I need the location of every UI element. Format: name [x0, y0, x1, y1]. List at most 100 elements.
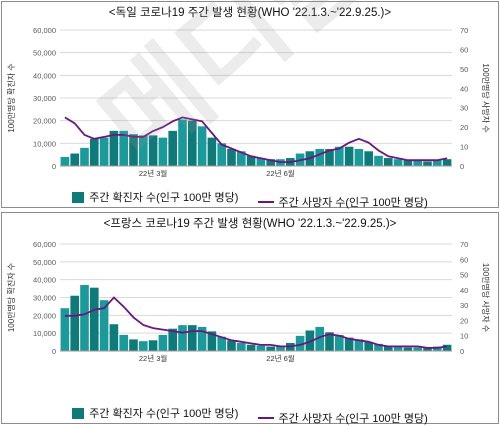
bar	[374, 343, 383, 351]
bar	[119, 334, 128, 351]
bar	[413, 347, 422, 351]
france-chart-title: <프랑스 코로나19 주간 발생 현황(WHO '22.1.3.~'22.9.2…	[103, 218, 397, 230]
bar	[442, 159, 452, 166]
legend-line-swatch	[257, 416, 274, 419]
bar	[129, 339, 138, 351]
y2-tick-label: 40	[460, 286, 468, 295]
y2-tick-label: 50	[460, 65, 468, 74]
bar	[325, 332, 334, 351]
y2-tick-label: 70	[460, 240, 468, 249]
bar	[80, 285, 89, 351]
bar	[364, 151, 373, 166]
bar	[413, 160, 422, 166]
y-axis-title: 100만명당 확진자 수	[6, 263, 16, 332]
bar	[354, 339, 364, 351]
bar	[256, 345, 266, 351]
y-tick-label: 40,000	[33, 276, 56, 285]
legend-confirmed: 주간 확진자 수(인구 100만 명당)	[72, 405, 238, 421]
bar	[109, 324, 119, 351]
legend-deaths-label: 주간 사망자 수(인구 100만 명당)	[278, 412, 428, 425]
y-axis-title: 100만명당 확진자 수	[6, 63, 16, 132]
bar	[442, 344, 452, 351]
bar	[423, 161, 432, 166]
y2-tick-label: 0	[460, 162, 464, 171]
germany-chart: 0 10,000 20,000 30,000 40,000 50,000 60,000 0 10…	[6, 26, 491, 178]
bar	[109, 130, 119, 166]
x-tick-label: 22년 3월	[139, 168, 167, 178]
y-tick-label: 20,000	[33, 117, 56, 126]
bar	[276, 346, 285, 351]
y-tick-label: 40,000	[33, 71, 56, 80]
legend-deaths: 주간 사망자 수(인구 100만 명당)	[257, 194, 428, 210]
deaths-line	[64, 296, 448, 349]
bar	[197, 126, 207, 166]
bar	[315, 326, 324, 351]
bar	[99, 137, 109, 166]
bar	[119, 130, 128, 166]
y2-tick-label: 50	[460, 271, 468, 280]
bar	[266, 346, 275, 351]
bar	[344, 146, 354, 166]
bar	[384, 345, 393, 351]
bar	[178, 325, 187, 351]
bar	[90, 287, 99, 351]
bar	[139, 135, 148, 166]
bar	[129, 134, 138, 166]
bar	[354, 149, 364, 166]
bar	[237, 151, 246, 166]
deaths-line	[64, 116, 448, 164]
germany-chart-panel: <독일 코로나19 주간 발생 현황(WHO '22.1.3.~'22.9.25…	[1, 1, 499, 210]
legend-deaths-label: 주간 사망자 수(인구 100만 명당)	[278, 196, 428, 209]
bar	[217, 143, 226, 166]
bar	[374, 155, 383, 166]
bar	[305, 330, 315, 351]
y2-tick-label: 20	[460, 123, 468, 132]
france-legend: 주간 확진자 수(인구 100만 명당) 주간 사망자 수(인구 100만 명당…	[2, 405, 498, 426]
y-tick-label: 0	[52, 162, 56, 171]
bar	[70, 153, 79, 166]
y-tick-label: 30,000	[33, 94, 56, 103]
bar	[315, 149, 324, 166]
bar	[158, 334, 168, 351]
bar	[207, 331, 217, 351]
bar	[403, 347, 413, 351]
legend-confirmed: 주간 확진자 수(인구 100만 명당)	[72, 189, 238, 205]
y2-tick-label: 60	[460, 255, 468, 264]
y2-tick-label: 60	[460, 45, 468, 54]
y-tick-label: 60,000	[33, 26, 56, 35]
legend-bar-swatch	[72, 191, 85, 203]
legend-bar-swatch	[72, 407, 85, 419]
bar	[148, 340, 158, 351]
y2-tick-label: 40	[460, 84, 468, 93]
legend-deaths: 주간 사망자 수(인구 100만 명당)	[257, 410, 428, 426]
bar	[246, 155, 256, 166]
y2-tick-label: 0	[460, 347, 464, 356]
bar	[335, 334, 344, 351]
bar	[168, 130, 177, 166]
bar	[364, 342, 373, 351]
bar	[217, 336, 226, 351]
bar	[60, 308, 70, 351]
germany-chart-title: <독일 코로나19 주간 발생 현황(WHO '22.1.3.~'22.9.25…	[108, 7, 392, 19]
y-tick-label: 10,000	[33, 329, 56, 338]
bar	[384, 158, 393, 166]
bar	[70, 295, 79, 351]
bar	[148, 135, 158, 166]
bar	[403, 160, 413, 166]
bar	[99, 300, 109, 351]
bar	[90, 138, 99, 166]
bar	[393, 346, 403, 351]
y2-tick-label: 20	[460, 316, 468, 325]
y-tick-label: 30,000	[33, 294, 56, 303]
y-tick-label: 10,000	[33, 139, 56, 148]
y2-axis-title: 100만명당 사망자 수	[481, 63, 491, 132]
bar	[344, 337, 354, 351]
bar	[207, 137, 217, 166]
france-chart: 0 10,000 20,000 30,000 40,000 50,000 60,000 0 10…	[6, 240, 491, 363]
legend-line-swatch	[257, 200, 274, 203]
france-chart-panel: <프랑스 코로나19 주간 발생 현황(WHO '22.1.3.~'22.9.2…	[1, 212, 499, 426]
y2-axis-title: 100만명당 사망자 수	[481, 263, 491, 332]
bar	[256, 158, 266, 166]
y-tick-label: 50,000	[33, 49, 56, 58]
bar	[423, 347, 432, 351]
